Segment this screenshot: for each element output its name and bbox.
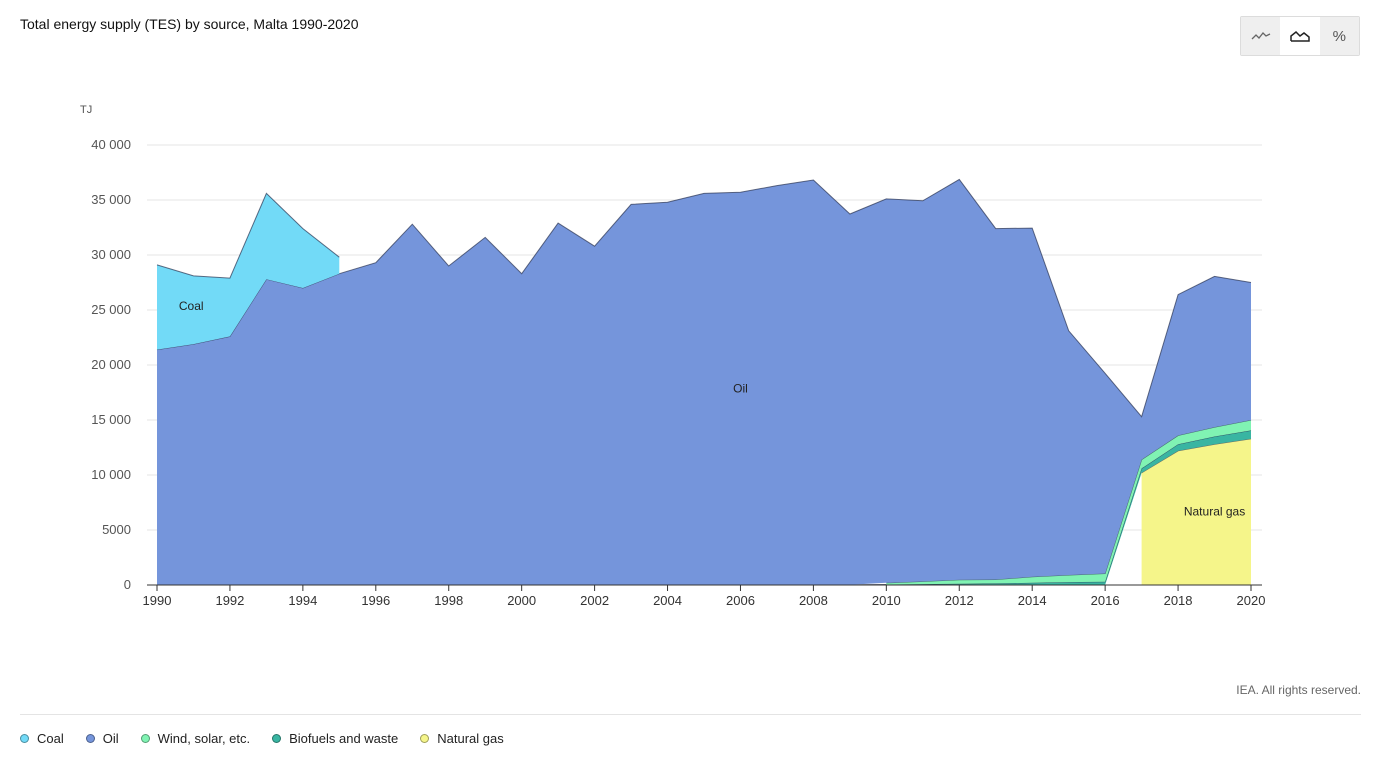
y-tick-label: 35 000 — [91, 192, 131, 207]
x-tick-label: 2018 — [1164, 593, 1193, 608]
x-tick-label: 2010 — [872, 593, 901, 608]
y-tick-label: 10 000 — [91, 467, 131, 482]
x-tick-label: 2014 — [1018, 593, 1047, 608]
chart-type-toggle: % — [1240, 16, 1360, 56]
x-tick-label: 2016 — [1091, 593, 1120, 608]
legend-label: Natural gas — [437, 731, 504, 746]
chart-title: Total energy supply (TES) by source, Mal… — [20, 16, 359, 32]
area-chart-button[interactable] — [1280, 17, 1320, 55]
credit-text: IEA. All rights reserved. — [1236, 683, 1361, 697]
x-tick-label: 2000 — [507, 593, 536, 608]
legend-item-biofuels[interactable]: Biofuels and waste — [272, 731, 398, 746]
legend-swatch-biofuels — [272, 734, 282, 743]
percent-label: % — [1332, 27, 1346, 45]
x-tick-label: 2012 — [945, 593, 974, 608]
area-gas[interactable] — [1141, 438, 1251, 585]
series-label-gas: Natural gas — [1184, 505, 1245, 519]
x-tick-label: 2008 — [799, 593, 828, 608]
area-outline-coal — [156, 192, 340, 279]
x-tick-label: 1994 — [288, 593, 317, 608]
legend-item-wind[interactable]: Wind, solar, etc. — [140, 731, 251, 746]
series-label-oil: Oil — [733, 382, 748, 396]
legend: Coal Oil Wind, solar, etc. Biofuels and was… — [20, 731, 504, 746]
y-tick-label: 20 000 — [91, 357, 131, 372]
y-axis-unit: TJ — [80, 104, 92, 116]
area-biofuels[interactable] — [776, 430, 1251, 585]
x-tick-label: 2006 — [726, 593, 755, 608]
y-tick-label: 15 000 — [91, 412, 131, 427]
legend-swatch-oil — [85, 734, 95, 743]
x-tick-label: 2020 — [1237, 593, 1266, 608]
x-tick-label: 1992 — [215, 593, 244, 608]
x-tick-label: 1990 — [143, 593, 172, 608]
area-chart-icon — [1290, 30, 1310, 42]
x-tick-label: 1998 — [434, 593, 463, 608]
legend-label: Oil — [102, 731, 119, 746]
y-tick-label: 5000 — [102, 522, 131, 537]
legend-label: Wind, solar, etc. — [157, 731, 251, 746]
area-wind[interactable] — [886, 420, 1251, 585]
legend-swatch-gas — [420, 734, 430, 743]
legend-swatch-coal — [20, 734, 29, 743]
stacked-area-chart: TJ 0 5000 10 000 15 000 20 000 25 000 30 000 35 … — [80, 104, 1266, 608]
series-label-coal: Coal — [179, 299, 204, 313]
legend-label: Biofuels and waste — [289, 731, 399, 746]
x-tick-label: 1996 — [361, 593, 390, 608]
legend-item-coal[interactable]: Coal — [20, 731, 64, 746]
y-tick-label: 30 000 — [91, 247, 131, 262]
legend-swatch-wind — [140, 734, 150, 743]
legend-divider — [20, 714, 1361, 715]
x-tick-label: 2002 — [580, 593, 609, 608]
legend-label: Coal — [37, 731, 64, 746]
legend-item-gas[interactable]: Natural gas — [420, 731, 504, 746]
line-chart-icon — [1251, 32, 1270, 40]
x-tick-label: 2004 — [653, 593, 682, 608]
y-tick-label: 25 000 — [91, 302, 131, 317]
y-tick-label: 40 000 — [91, 137, 131, 152]
area-coal[interactable] — [157, 193, 340, 350]
y-tick-label: 0 — [124, 577, 131, 592]
line-chart-button[interactable] — [1241, 17, 1281, 55]
area-oil[interactable] — [157, 179, 1251, 585]
percent-chart-button[interactable]: % — [1319, 17, 1359, 55]
legend-item-oil[interactable]: Oil — [85, 731, 119, 746]
